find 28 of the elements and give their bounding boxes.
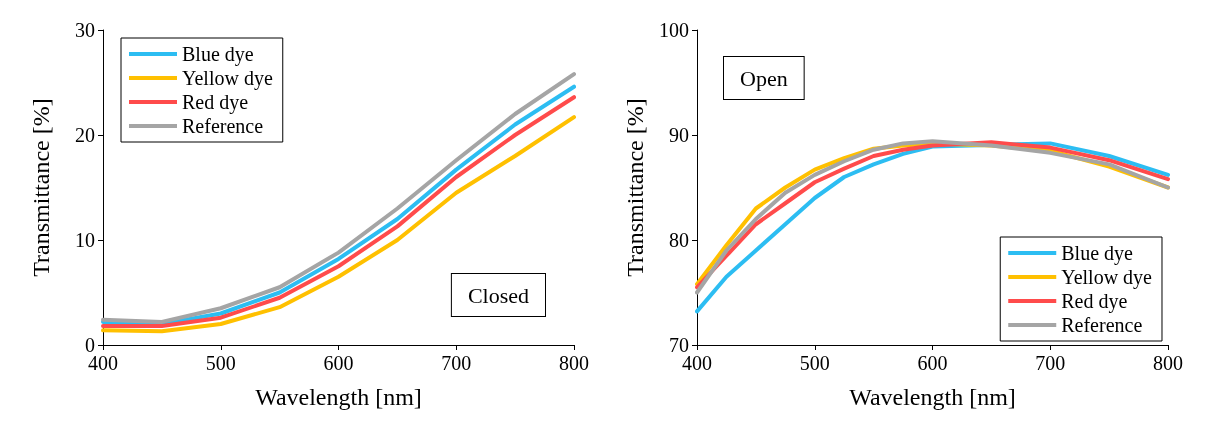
legend-label: Yellow dye (182, 67, 273, 90)
x-tick-label: 700 (441, 352, 472, 374)
legend-label: Blue dye (1061, 242, 1134, 265)
legend-label: Blue dye (182, 43, 254, 66)
y-tick-label: 10 (75, 229, 95, 251)
y-tick-label: 100 (659, 19, 689, 41)
legend-label: Yellow dye (1061, 266, 1153, 289)
y-axis-title: Transmittance [%] (28, 98, 54, 277)
y-axis-title: Transmittance [%] (622, 98, 648, 277)
legend-label: Red dye (182, 91, 249, 114)
x-tick-label: 600 (323, 352, 354, 374)
x-tick-label: 800 (559, 352, 589, 374)
y-tick-label: 80 (669, 229, 689, 251)
x-axis-title: Wavelength [nm] (849, 384, 1016, 410)
annotation: Open (740, 65, 788, 91)
x-tick-label: 800 (1153, 352, 1183, 374)
x-axis-title: Wavelength [nm] (255, 384, 422, 410)
x-tick-label: 500 (205, 352, 236, 374)
legend-label: Reference (1061, 314, 1143, 336)
annotation: Closed (467, 282, 530, 308)
y-tick-label: 20 (75, 124, 95, 146)
x-tick-label: 700 (1035, 352, 1066, 374)
y-tick-label: 90 (669, 124, 689, 146)
y-tick-label: 30 (75, 19, 95, 41)
legend-label: Red dye (1061, 290, 1128, 313)
legend-label: Reference (182, 115, 264, 137)
x-tick-label: 500 (799, 352, 830, 374)
x-tick-label: 600 (917, 352, 948, 374)
